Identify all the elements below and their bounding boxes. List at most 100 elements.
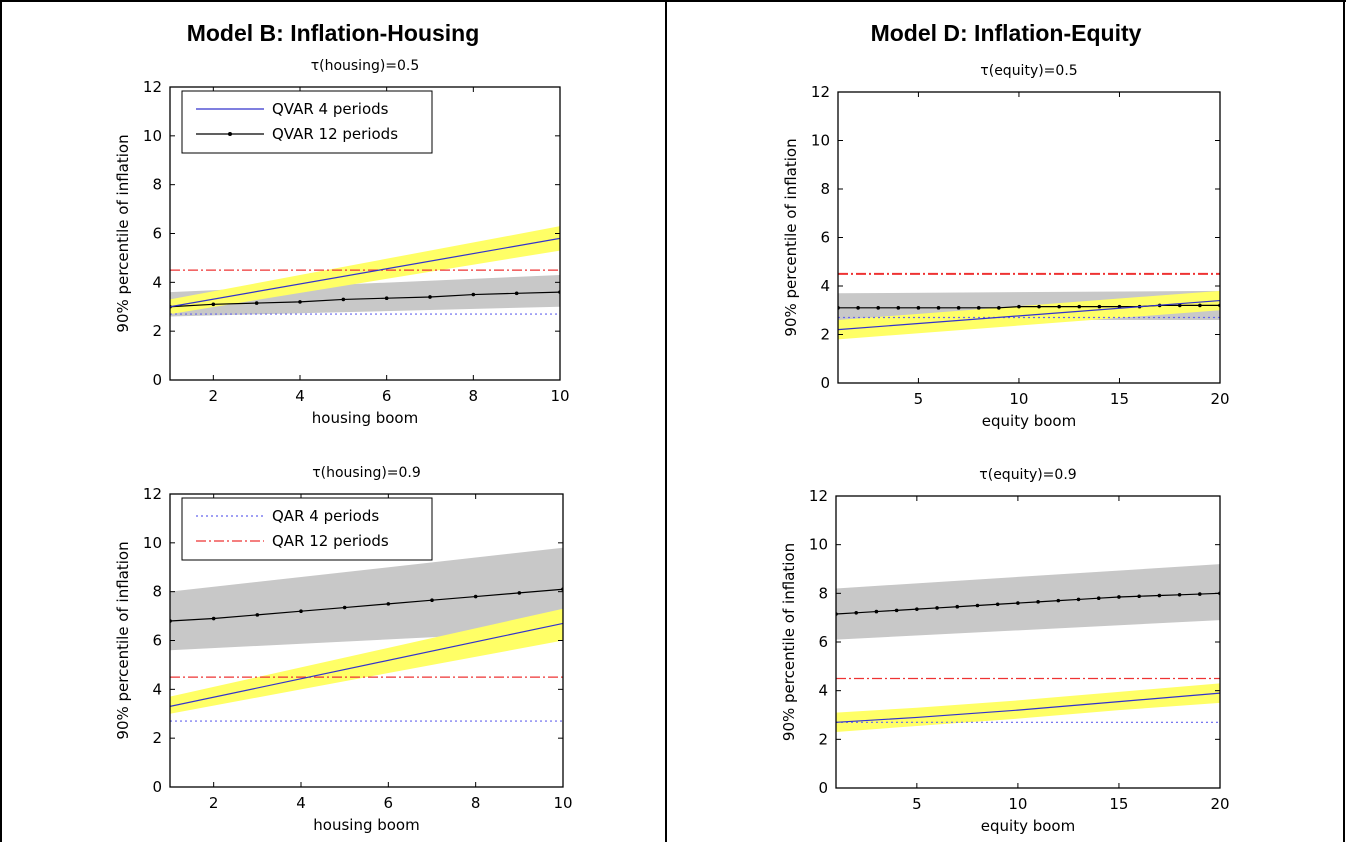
plot-axes-box [837,91,1221,384]
legend-box [181,90,433,154]
y-tick-label: 6 [152,632,162,650]
qvar12-point [916,306,921,310]
x-tick-label: 15 [1109,795,1128,813]
legend-label: QAR 12 periods [272,532,389,550]
frame-top-border [0,0,1346,2]
plot-area [838,272,1220,340]
x-tick-label: 8 [469,387,479,405]
y-tick-label: 0 [152,778,162,796]
qvar12-point [956,306,961,310]
legend-label: QVAR 12 periods [272,125,398,143]
y-tick-label: 10 [809,536,828,554]
qvar12-point [1177,592,1182,597]
qvar12-point [975,603,980,608]
qvar12-point [430,598,434,603]
qvar12-point [1157,593,1162,598]
frame-right-border [1343,0,1345,842]
legend-box [181,497,433,561]
x-tick-label: 20 [1210,795,1229,813]
qvar12-point [854,611,859,615]
y-tick-label: 12 [143,78,162,96]
x-tick-label: 10 [1008,795,1027,813]
y-tick-label: 2 [152,729,162,747]
qvar12-point [211,616,216,621]
x-tick-label: 10 [550,387,569,405]
y-axis-label: 90% percentile of inflation [780,543,798,741]
y-axis-label: 90% percentile of inflation [114,541,132,739]
y-tick-label: 6 [152,225,162,243]
qvar12-line [170,588,563,622]
qvar12-point [896,306,901,310]
chart-panel-top-left: 2 4 6 8 10 0 2 4 6 8 10 12 τ(housing)=0.5 housing boo… [114,58,570,427]
y-axis-label: 90% percentile of inflation [782,138,800,336]
x-tick-label: 2 [209,794,219,812]
qvar4-line [170,237,560,308]
y-tick-label: 0 [818,779,828,797]
qvar12-point [1077,304,1082,309]
y-tick-label: 10 [143,534,162,552]
qvar12-point [935,606,939,610]
x-tick-label: 5 [912,795,922,813]
x-axis-label: equity boom [982,412,1076,430]
y-tick-label: 8 [820,180,830,198]
y-tick-label: 2 [152,322,162,340]
qvar12-point [1096,596,1101,600]
x-tick-label: 8 [471,794,481,812]
qvar12-line [836,592,1220,615]
y-tick-label: 0 [152,371,162,389]
frame-left-border [0,0,2,842]
qvar12-point [1057,304,1061,309]
qvar12-confidence-band [836,564,1220,640]
qvar12-point [255,613,260,617]
qvar12-point [936,306,941,310]
plot-area [170,547,563,722]
legend-label: QVAR 4 periods [272,100,389,118]
y-tick-label: 10 [143,127,162,145]
qvar12-point [856,306,860,310]
qvar12-point [1198,303,1202,308]
x-tick-label: 4 [295,387,305,405]
x-axis-label: housing boom [312,409,418,427]
x-tick-label: 6 [384,794,394,812]
x-tick-label: 15 [1110,390,1129,408]
qvar12-point [473,594,478,599]
x-tick-label: 6 [382,387,392,405]
legend-label: QAR 4 periods [272,507,379,525]
x-axis-label: equity boom [981,817,1075,835]
y-tick-label: 4 [820,277,830,295]
y-tick-label: 2 [818,730,828,748]
chart-panel-bottom-right: 5 10 15 20 0 2 4 6 8 10 12 τ(equity)=0.9 equity boom… [780,467,1230,835]
qvar12-point [298,300,302,304]
qvar12-point [955,604,960,609]
qvar12-point [341,297,346,302]
y-tick-label: 8 [152,176,162,194]
legend-marker [228,132,232,136]
qvar12-point [1097,304,1102,309]
y-tick-label: 10 [811,132,830,150]
qvar12-point [342,605,347,610]
plot-area [836,564,1220,733]
panel-title: τ(equity)=0.9 [979,467,1076,483]
qvar12-point [514,291,519,296]
qvar12-point [1076,597,1081,602]
panel-title: τ(housing)=0.5 [311,58,420,74]
panel-title: τ(equity)=0.5 [980,63,1077,79]
y-tick-label: 6 [818,633,828,651]
x-tick-label: 5 [914,390,924,408]
qvar12-point [1016,601,1020,605]
x-tick-label: 20 [1210,390,1229,408]
panel-title: τ(housing)=0.9 [312,465,421,481]
qvar12-point [976,306,981,310]
y-tick-label: 6 [820,229,830,247]
qvar12-line [170,291,560,308]
qvar12-point [995,602,1000,607]
qvar12-point [384,296,389,301]
qvar12-point [386,602,391,606]
qvar12-point [254,301,259,305]
qvar4-line [836,692,1220,723]
qvar12-point [1037,304,1041,309]
plot-axes-box [835,495,1221,789]
x-tick-label: 4 [296,794,306,812]
y-tick-label: 12 [809,487,828,505]
